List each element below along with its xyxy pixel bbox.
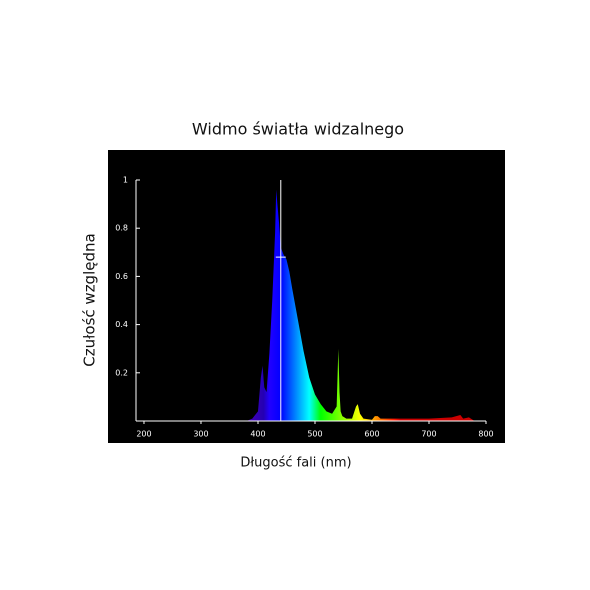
chart-title: Widmo światła widzalnego: [192, 120, 404, 139]
x-axis-label: Długość fali (nm): [240, 456, 351, 471]
x-tick-label: 700: [421, 430, 436, 439]
y-axis-label: Czułość względna: [81, 233, 99, 366]
x-tick-label: 300: [193, 430, 208, 439]
y-tick-label: 0.4: [115, 320, 128, 329]
spectrum-area: [246, 189, 475, 421]
x-tick-label: 600: [364, 430, 379, 439]
y-tick-label: 0.8: [115, 224, 128, 233]
y-tick-label: 1: [123, 176, 128, 185]
y-tick-label: 0.2: [115, 368, 128, 377]
x-tick-label: 200: [136, 430, 151, 439]
x-tick-label: 800: [478, 430, 493, 439]
x-tick-label: 500: [307, 430, 322, 439]
y-tick-label: 0.6: [115, 272, 128, 281]
x-tick-label: 400: [250, 430, 265, 439]
